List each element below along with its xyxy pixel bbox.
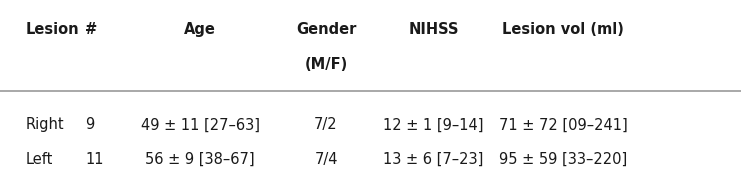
Text: Age: Age: [184, 22, 216, 37]
Text: 7/2: 7/2: [314, 117, 338, 132]
Text: 7/4: 7/4: [314, 152, 338, 167]
Text: 12 ± 1 [9–14]: 12 ± 1 [9–14]: [383, 117, 484, 132]
Text: 13 ± 6 [7–23]: 13 ± 6 [7–23]: [383, 152, 484, 167]
Text: Gender: Gender: [296, 22, 356, 37]
Text: Right: Right: [26, 117, 64, 132]
Text: 95 ± 59 [33–220]: 95 ± 59 [33–220]: [499, 152, 628, 167]
Text: 11: 11: [85, 152, 104, 167]
Text: 9: 9: [85, 117, 94, 132]
Text: Lesion: Lesion: [26, 22, 79, 37]
Text: 71 ± 72 [09–241]: 71 ± 72 [09–241]: [499, 117, 628, 132]
Text: 56 ± 9 [38–67]: 56 ± 9 [38–67]: [145, 152, 255, 167]
Text: NIHSS: NIHSS: [408, 22, 459, 37]
Text: 49 ± 11 [27–63]: 49 ± 11 [27–63]: [141, 117, 259, 132]
Text: Lesion vol (ml): Lesion vol (ml): [502, 22, 624, 37]
Text: Left: Left: [26, 152, 53, 167]
Text: #: #: [85, 22, 98, 37]
Text: (M/F): (M/F): [305, 57, 348, 73]
